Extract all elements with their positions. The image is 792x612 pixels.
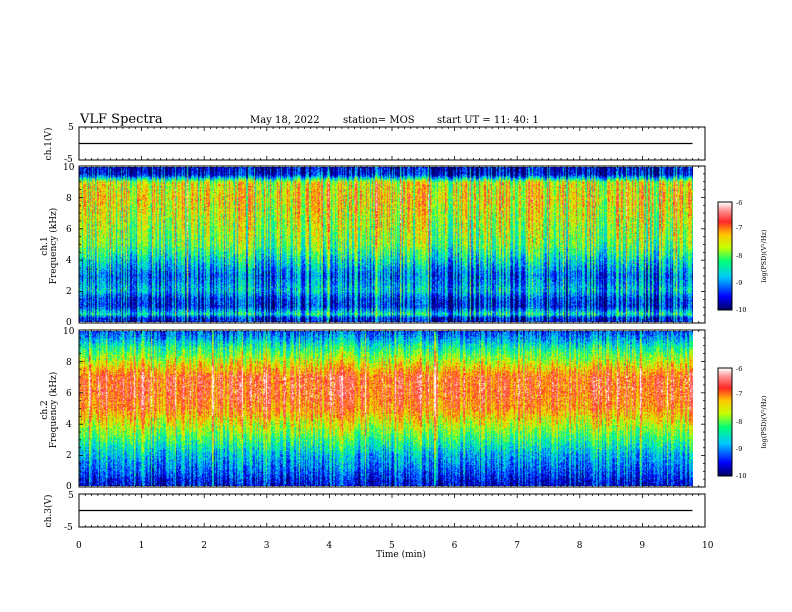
- start-time-label: start UT = 11: 40: 1: [437, 115, 539, 126]
- cb1-tick-10: -10: [736, 306, 746, 314]
- ch2-spec-ylabel-line1: ch.2: [40, 400, 50, 419]
- cb2-tick-10: -10: [736, 472, 746, 480]
- cb2-tick-6: -6: [736, 365, 742, 373]
- ch2-freq-tick-6: 6: [66, 389, 72, 399]
- ch1-colorbar-image: [718, 202, 732, 310]
- x-tick-label: 9: [639, 541, 645, 551]
- ch2-freq-tick-0: 0: [66, 482, 72, 492]
- ch1-spectrogram-image: [79, 167, 693, 322]
- cb1-tick-7: -7: [736, 224, 742, 232]
- cb1-tick-6: -6: [736, 199, 742, 207]
- ch1-freq-tick-6: 6: [66, 225, 72, 235]
- cb1-tick-9: -9: [736, 279, 742, 287]
- cb1-label: log(PSD)(V²/Hz): [760, 229, 768, 282]
- station-label: station= MOS: [343, 115, 415, 126]
- cb2-tick-8: -8: [736, 418, 742, 426]
- ch1-freq-tick-8: 8: [66, 194, 72, 204]
- ch3-wave-ylabel: ch.3(V): [43, 495, 54, 528]
- ch1-wave-tick-neg5: -5: [64, 155, 73, 165]
- figure-title: VLF Spectra: [79, 112, 163, 127]
- axis-ticks: [78, 127, 706, 527]
- date-label: May 18, 2022: [250, 115, 320, 126]
- ch1-colorbar-frame: [717, 201, 733, 311]
- ch2-spec-ylabel-line2: Frequency (kHz): [48, 372, 59, 449]
- ch1-spec-ylabel-line2: Frequency (kHz): [48, 208, 59, 285]
- ch1-freq-tick-0: 0: [66, 318, 72, 328]
- ch2-freq-tick-4: 4: [66, 420, 72, 430]
- ch1-freq-tick-10: 10: [63, 163, 75, 173]
- ch1-wave-ylabel: ch.1(V): [43, 128, 54, 161]
- ch1-spec-ylabel-line1: ch.1: [40, 236, 50, 255]
- cb2-tick-7: -7: [736, 390, 742, 398]
- x-tick-label: 10: [702, 541, 714, 551]
- x-tick-label: 8: [577, 541, 583, 551]
- x-tick-label: 4: [326, 541, 332, 551]
- cb1-tick-8: -8: [736, 252, 742, 260]
- ch1-wave-tick-5: 5: [68, 123, 74, 133]
- x-tick-labels: 0 1 2 3 4 5 6 7 8 9 10: [76, 541, 714, 551]
- ch3-wave-tick-5: 5: [68, 491, 74, 501]
- ch1-freq-tick-4: 4: [66, 256, 72, 266]
- x-axis-label: Time (min): [376, 549, 426, 560]
- x-tick-label: 5: [389, 541, 395, 551]
- cb2-label: log(PSD)(V²/Hz): [760, 395, 768, 448]
- x-tick-label: 3: [264, 541, 270, 551]
- ch1-freq-tick-2: 2: [66, 287, 72, 297]
- x-tick-label: 2: [201, 541, 207, 551]
- x-tick-label: 0: [76, 541, 82, 551]
- cb2-tick-9: -9: [736, 445, 742, 453]
- ch3-wave-tick-neg5: -5: [64, 523, 73, 533]
- ch2-freq-tick-8: 8: [66, 358, 72, 368]
- ch2-freq-tick-2: 2: [66, 451, 72, 461]
- x-tick-label: 7: [514, 541, 520, 551]
- ch2-colorbar-image: [718, 368, 732, 476]
- x-tick-label: 1: [139, 541, 145, 551]
- x-tick-label: 6: [452, 541, 458, 551]
- ch2-freq-tick-10: 10: [63, 327, 75, 337]
- ch2-spectrogram-image: [79, 331, 693, 486]
- ch2-colorbar-frame: [717, 367, 733, 477]
